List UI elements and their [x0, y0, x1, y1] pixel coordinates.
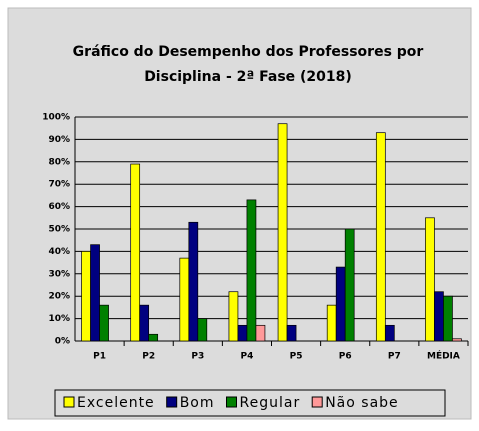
x-tick-label: P6 — [339, 352, 352, 362]
bar — [228, 291, 239, 342]
bar — [286, 324, 297, 342]
y-tick-label: 70% — [48, 180, 70, 190]
legend-label: Regular — [240, 395, 301, 411]
bar — [81, 251, 91, 342]
legend-box — [54, 389, 446, 417]
legend-swatch — [226, 396, 237, 408]
bar — [237, 324, 248, 342]
y-tick-label: 30% — [48, 269, 70, 279]
bar — [425, 217, 435, 342]
y-tick-label: 80% — [48, 157, 70, 167]
bar — [99, 304, 109, 342]
bar — [188, 221, 199, 342]
legend-swatch — [311, 396, 323, 408]
legend-label: Não sabe — [325, 395, 398, 411]
x-tick-label: P1 — [93, 352, 106, 362]
bar — [384, 324, 395, 342]
y-tick-label: 50% — [48, 225, 70, 235]
bar — [246, 199, 257, 342]
chart-title: Disciplina - 2ª Fase (2018) — [144, 69, 352, 85]
bar — [326, 304, 337, 342]
x-tick-label: P4 — [241, 352, 254, 362]
legend-label: Excelente — [77, 395, 155, 411]
chart-title: Gráfico do Desempenho dos Professores po… — [73, 44, 424, 60]
y-tick-label: 40% — [48, 247, 70, 257]
bar — [90, 244, 100, 342]
y-tick-label: 100% — [42, 113, 70, 123]
bar — [335, 266, 346, 342]
legend-swatch — [166, 396, 178, 408]
bar — [130, 163, 141, 342]
chart-area — [7, 7, 472, 420]
x-tick-label: P2 — [142, 352, 155, 362]
bar — [344, 228, 355, 342]
bar — [452, 338, 462, 342]
x-tick-label: P3 — [191, 352, 204, 362]
bar — [434, 291, 444, 342]
y-tick-label: 90% — [48, 135, 70, 145]
y-tick-label: 20% — [48, 292, 70, 302]
bar — [148, 333, 159, 342]
bar — [179, 257, 190, 342]
y-tick-label: 0% — [55, 337, 70, 347]
x-tick-label: P5 — [290, 352, 303, 362]
y-tick-label: 10% — [48, 314, 70, 324]
legend-label: Bom — [180, 395, 215, 411]
y-tick-label: 60% — [48, 202, 70, 212]
bar — [139, 304, 150, 342]
x-tick-label: P7 — [388, 352, 401, 362]
bar — [277, 123, 288, 342]
bar — [255, 324, 266, 342]
legend-swatch — [63, 396, 75, 408]
bar — [375, 132, 386, 342]
bar — [197, 318, 208, 342]
bar — [443, 295, 453, 342]
x-tick-label: MÉDIA — [427, 350, 460, 362]
